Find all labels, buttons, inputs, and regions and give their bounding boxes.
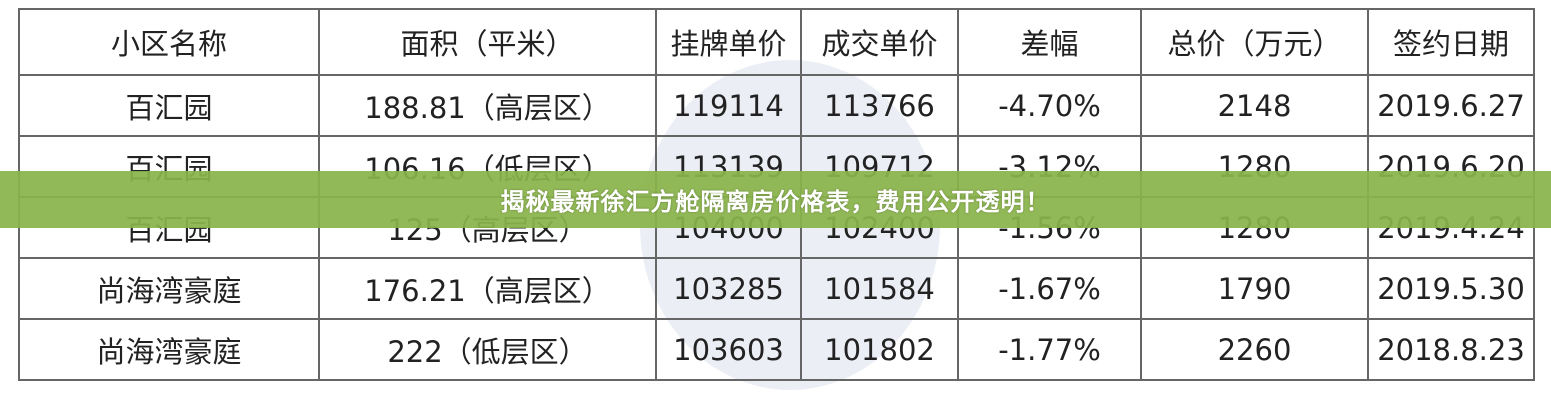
- title-banner: 揭秘最新徐汇方舱隔离房价格表，费用公开透明！: [0, 171, 1551, 228]
- table-cell: 101802: [800, 318, 959, 381]
- table-cell: 103285: [655, 257, 802, 320]
- table-cell: 176.21（高层区）: [318, 257, 657, 320]
- table-cell: -1.77%: [957, 318, 1142, 381]
- column-header: 总价（万元）: [1140, 8, 1369, 76]
- column-header: 小区名称: [18, 8, 320, 76]
- table-row: 尚海湾豪庭 176.21（高层区） 103285 101584 -1.67% 1790 20…: [18, 257, 1535, 320]
- table-cell: 1790: [1140, 257, 1369, 320]
- table-cell: 113766: [800, 74, 959, 137]
- table-cell: 188.81（高层区）: [318, 74, 657, 137]
- table-cell: 2019.5.30: [1367, 257, 1535, 320]
- table-cell: 2019.6.27: [1367, 74, 1535, 137]
- table-cell: 222（低层区）: [318, 318, 657, 381]
- table-cell: 尚海湾豪庭: [18, 257, 320, 320]
- table-cell: 103603: [655, 318, 802, 381]
- column-header: 差幅: [957, 8, 1142, 76]
- table-header-row: 小区名称 面积（平米） 挂牌单价 成交单价 差幅 总价（万元） 签约日期: [18, 8, 1535, 76]
- table-cell: 百汇园: [18, 74, 320, 137]
- table-cell: 119114: [655, 74, 802, 137]
- table-row: 百汇园 188.81（高层区） 119114 113766 -4.70% 2148 2019…: [18, 74, 1535, 137]
- column-header: 挂牌单价: [655, 8, 802, 76]
- column-header: 面积（平米）: [318, 8, 657, 76]
- table-cell: 2260: [1140, 318, 1369, 381]
- table-cell: 尚海湾豪庭: [18, 318, 320, 381]
- table-cell: 2148: [1140, 74, 1369, 137]
- column-header: 签约日期: [1367, 8, 1535, 76]
- table-cell: -4.70%: [957, 74, 1142, 137]
- table-cell: -1.67%: [957, 257, 1142, 320]
- table-row: 尚海湾豪庭 222（低层区） 103603 101802 -1.77% 2260 2018.…: [18, 318, 1535, 381]
- banner-title: 揭秘最新徐汇方舱隔离房价格表，费用公开透明！: [500, 188, 1051, 216]
- table-cell: 2018.8.23: [1367, 318, 1535, 381]
- table-cell: 101584: [800, 257, 959, 320]
- column-header: 成交单价: [800, 8, 959, 76]
